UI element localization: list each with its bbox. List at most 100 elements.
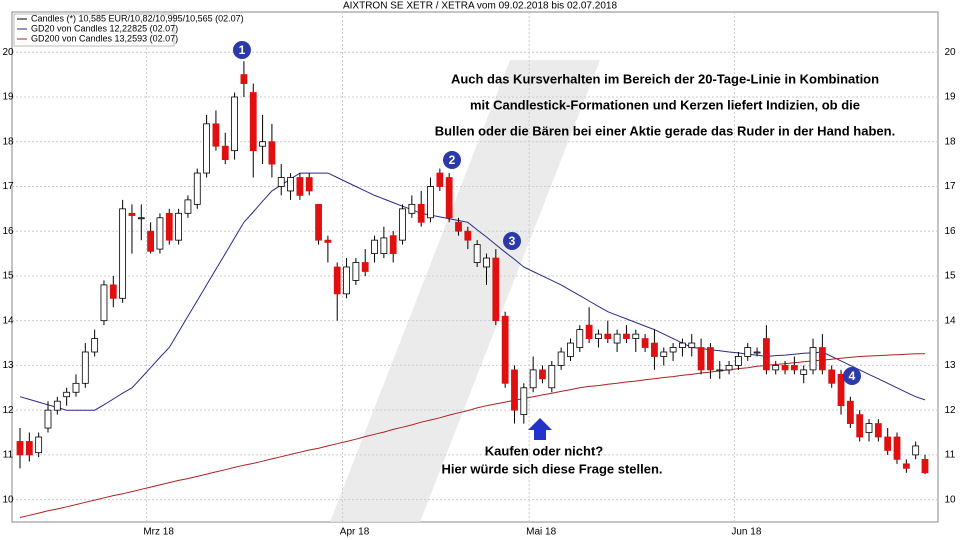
candle-body	[623, 333, 630, 339]
x-tick-label: Mrz 18	[143, 527, 174, 538]
candle-body	[567, 342, 574, 357]
marker-circle	[233, 41, 251, 59]
y-tick-label: 14	[944, 315, 956, 326]
line-series	[19, 172, 926, 411]
line-series	[19, 353, 925, 518]
candle-body	[762, 338, 770, 371]
candle-body	[119, 208, 127, 299]
candle-body	[221, 145, 229, 161]
candle-body	[91, 338, 99, 353]
y-tick-label: 13	[2, 360, 14, 371]
candle-body	[315, 203, 322, 241]
candle-body	[352, 262, 360, 281]
legend-box	[13, 13, 175, 47]
candle-body	[44, 409, 52, 429]
candle-body	[781, 365, 789, 371]
candle-body	[744, 347, 752, 357]
candle-body	[128, 212, 136, 216]
candle-body	[576, 329, 584, 348]
y-tick-label: 17	[944, 181, 956, 192]
candle-body	[324, 239, 332, 243]
y-tick-label: 19	[2, 92, 14, 103]
y-tick-label: 14	[2, 315, 14, 326]
y-tick-label: 17	[2, 181, 14, 192]
candle-body	[63, 391, 71, 398]
candle-body	[240, 74, 248, 84]
y-tick-label: 16	[2, 226, 14, 237]
candle-body	[818, 347, 826, 371]
candle-body	[753, 351, 761, 354]
candle-body	[343, 266, 350, 295]
y-tick-label: 16	[944, 226, 956, 237]
annotation: Hier würde sich diese Frage stellen.	[441, 461, 662, 476]
candle-body	[455, 221, 462, 232]
candle-body	[492, 257, 500, 322]
candle-body	[874, 423, 882, 438]
candle-body	[473, 244, 481, 263]
candle-body	[277, 177, 285, 187]
y-tick-label: 18	[944, 136, 956, 147]
candle-body	[893, 436, 901, 460]
candle-body	[511, 369, 518, 411]
candle-body	[483, 257, 490, 268]
annotation: Auch das Kursverhalten im Bereich der 20…	[451, 71, 879, 86]
candle-body	[725, 365, 733, 371]
candle-body	[399, 208, 406, 241]
candle-body	[529, 369, 537, 389]
arrow	[528, 418, 552, 440]
candle-body	[193, 172, 201, 205]
legend-label: GD20 von Candles 12,22825 (02.07)	[31, 23, 178, 33]
candle-body	[641, 338, 649, 348]
candle-body	[660, 351, 668, 357]
candle-body	[427, 186, 434, 219]
candle-body	[389, 235, 397, 254]
candle-body	[380, 237, 388, 254]
candle-body	[408, 203, 416, 214]
candle-body	[585, 324, 593, 339]
candle-body	[865, 423, 873, 433]
candle-body	[688, 342, 696, 348]
candle-body	[287, 177, 294, 192]
candle-body	[417, 203, 425, 223]
annotation: Bullen oder die Bären bei einer Aktie ge…	[435, 123, 895, 138]
candle-body	[231, 96, 238, 152]
candle-body	[651, 342, 658, 357]
candle-body	[371, 239, 378, 254]
candle-body	[800, 369, 808, 375]
candle-body	[333, 266, 341, 295]
candle-body	[109, 284, 117, 299]
candle-body	[72, 382, 80, 393]
marker-label: 4	[849, 369, 856, 383]
y-tick-label: 12	[2, 405, 14, 416]
candle-body	[184, 199, 192, 214]
legend-label: GD200 von Candles 13,2593 (02.07)	[31, 33, 178, 43]
candle-body	[175, 212, 183, 241]
candle-body	[548, 365, 556, 389]
annotation: mit Candlestick-Formationen und Kerzen l…	[470, 97, 860, 112]
marker-label: 1	[239, 43, 246, 57]
candle-body	[912, 445, 920, 456]
candle-body	[464, 230, 472, 241]
marker-circle	[843, 367, 861, 385]
marker-circle	[443, 151, 461, 169]
layers	[12, 12, 938, 522]
candle-body	[137, 217, 145, 220]
y-tick-label: 20	[944, 47, 956, 58]
candle-body	[790, 365, 798, 371]
candle-body	[436, 172, 444, 187]
annotation: Kaufen oder nicht?	[485, 443, 604, 458]
candle-body	[884, 436, 892, 451]
candle-body	[203, 123, 210, 174]
candle-body	[697, 347, 705, 371]
y-tick-label: 10	[944, 494, 956, 505]
candle-body	[520, 387, 528, 416]
y-tick-label: 15	[944, 271, 956, 282]
candle-body	[296, 177, 304, 196]
candle-body	[809, 347, 817, 371]
watermark	[330, 60, 600, 522]
x-tick-label: Apr 18	[340, 527, 370, 538]
candle-body	[595, 333, 602, 339]
candle-body	[921, 458, 929, 474]
candle-body	[632, 333, 640, 339]
